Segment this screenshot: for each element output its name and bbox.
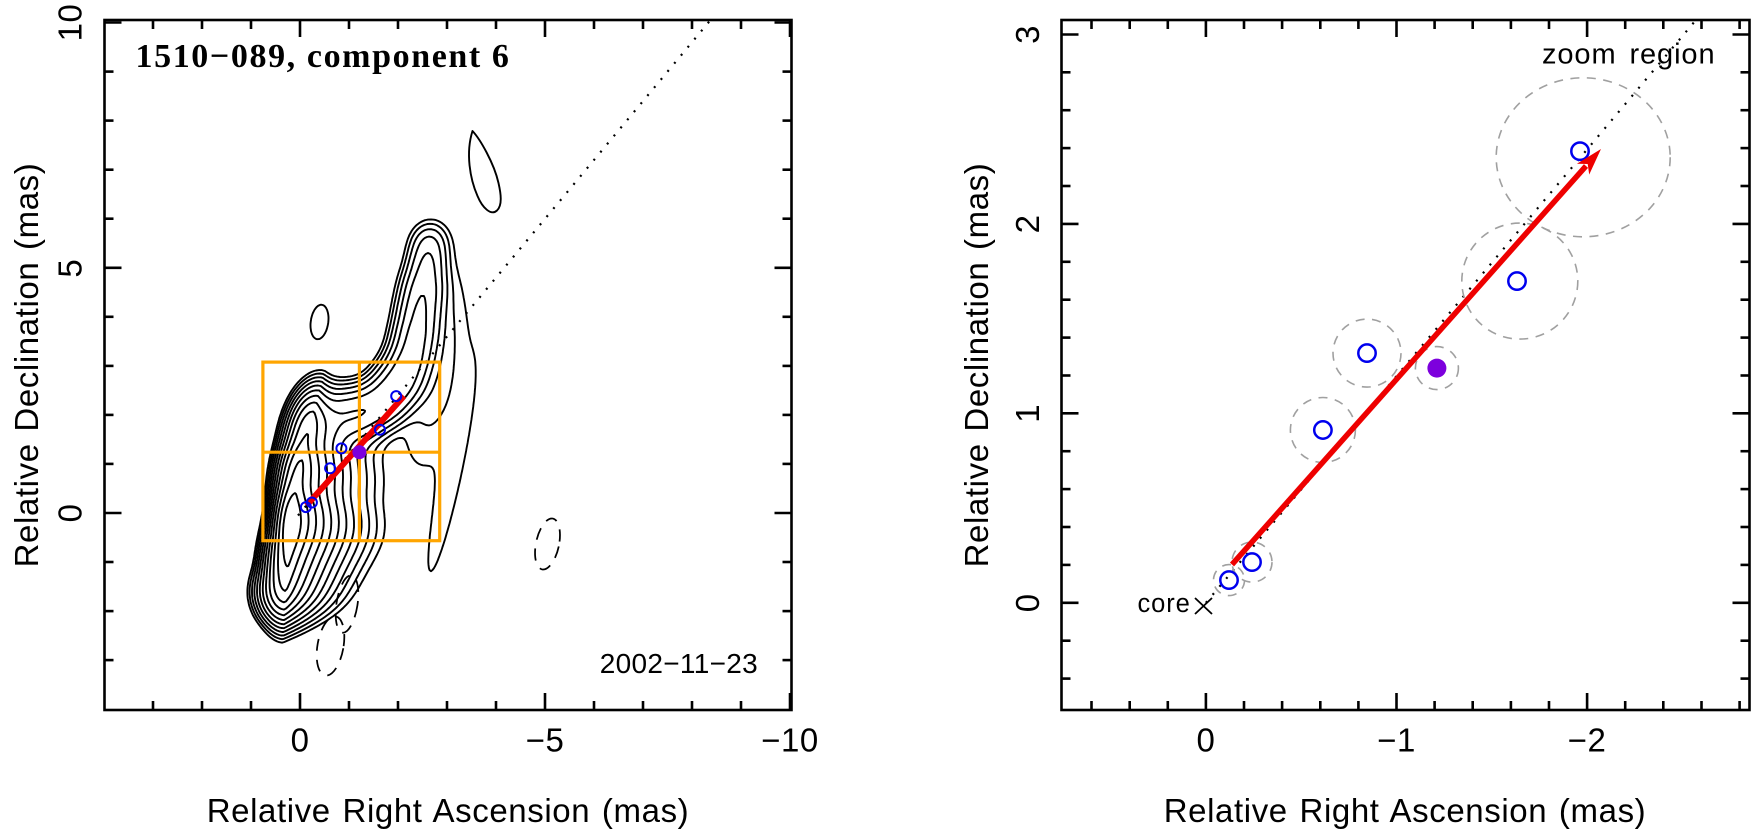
svg-text:0: 0 <box>291 722 310 759</box>
svg-text:Relative Right Ascension (mas): Relative Right Ascension (mas) <box>1164 792 1647 829</box>
svg-text:zoom region: zoom region <box>1542 39 1716 71</box>
svg-text:1: 1 <box>1009 404 1046 423</box>
svg-text:−10: −10 <box>761 722 818 759</box>
svg-text:0: 0 <box>52 504 89 523</box>
svg-text:−2: −2 <box>1568 722 1607 759</box>
svg-text:10: 10 <box>52 4 89 42</box>
svg-text:Relative Declination (mas): Relative Declination (mas) <box>958 163 995 568</box>
svg-text:Relative Right Ascension (mas): Relative Right Ascension (mas) <box>207 792 690 829</box>
svg-text:2002−11−23: 2002−11−23 <box>600 648 758 679</box>
svg-text:0: 0 <box>1196 722 1215 759</box>
svg-text:2: 2 <box>1009 214 1046 233</box>
svg-text:1510−089, component 6: 1510−089, component 6 <box>136 38 511 75</box>
svg-text:3: 3 <box>1009 25 1046 44</box>
svg-text:−1: −1 <box>1377 722 1416 759</box>
svg-text:0: 0 <box>1009 593 1046 612</box>
svg-text:core: core <box>1138 590 1191 618</box>
svg-text:−5: −5 <box>526 722 565 759</box>
svg-text:5: 5 <box>52 259 89 278</box>
svg-text:Relative Declination (mas): Relative Declination (mas) <box>8 163 45 568</box>
